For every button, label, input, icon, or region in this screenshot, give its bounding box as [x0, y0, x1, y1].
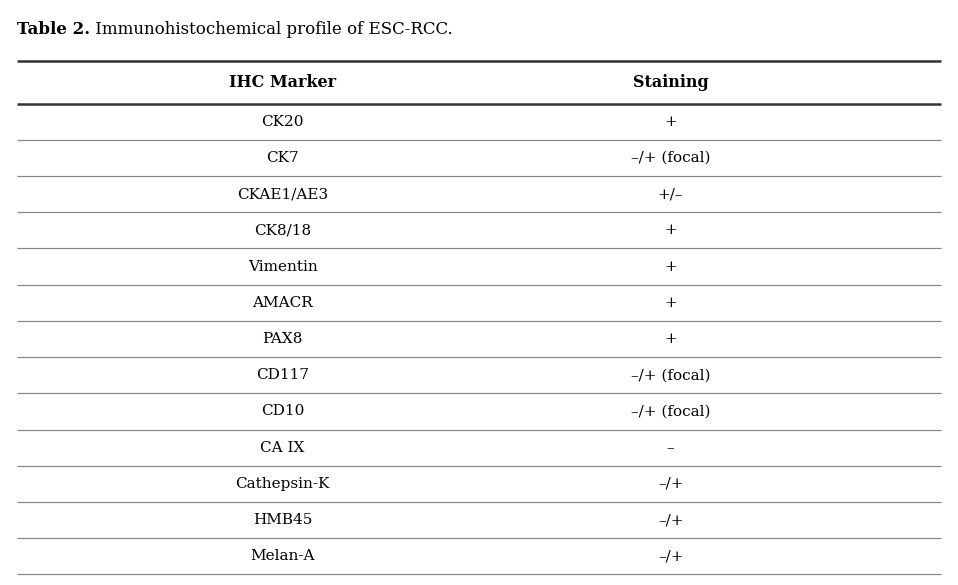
- Text: AMACR: AMACR: [252, 296, 313, 310]
- Text: –/+: –/+: [658, 549, 683, 563]
- Text: +: +: [664, 332, 677, 346]
- Text: Staining: Staining: [632, 74, 709, 91]
- Text: –/+ (focal): –/+ (focal): [631, 368, 710, 382]
- Text: –/+ (focal): –/+ (focal): [631, 404, 710, 418]
- Text: Melan-A: Melan-A: [250, 549, 315, 563]
- Text: Cathepsin-K: Cathepsin-K: [236, 477, 330, 491]
- Text: IHC Marker: IHC Marker: [229, 74, 336, 91]
- Text: Vimentin: Vimentin: [248, 260, 317, 274]
- Text: CK20: CK20: [262, 115, 304, 129]
- Text: CK8/18: CK8/18: [254, 223, 311, 238]
- Text: +: +: [664, 115, 677, 129]
- Text: Immunohistochemical profile of ESC-RCC.: Immunohistochemical profile of ESC-RCC.: [90, 21, 453, 38]
- Text: CD117: CD117: [256, 368, 309, 382]
- Text: CKAE1/AE3: CKAE1/AE3: [237, 187, 329, 201]
- Text: PAX8: PAX8: [262, 332, 303, 346]
- Text: CK7: CK7: [266, 151, 299, 165]
- Text: –/+: –/+: [658, 513, 683, 527]
- Text: –: –: [667, 441, 674, 455]
- Text: CD10: CD10: [261, 404, 305, 418]
- Text: –/+: –/+: [658, 477, 683, 491]
- Text: +/–: +/–: [658, 187, 683, 201]
- Text: +: +: [664, 296, 677, 310]
- Text: +: +: [664, 260, 677, 274]
- Text: CA IX: CA IX: [261, 441, 305, 455]
- Text: HMB45: HMB45: [253, 513, 312, 527]
- Text: –/+ (focal): –/+ (focal): [631, 151, 710, 165]
- Text: +: +: [664, 223, 677, 238]
- Text: Table 2.: Table 2.: [17, 21, 90, 38]
